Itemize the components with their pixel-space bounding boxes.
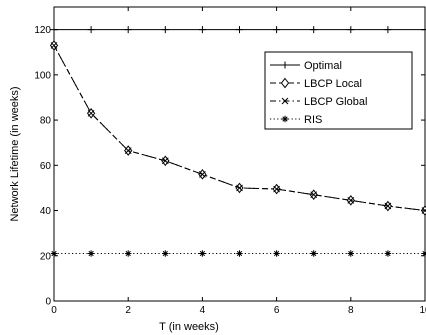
data-point	[236, 184, 243, 192]
legend: Optimal LBCP Local LBCP Global RIS	[264, 51, 413, 130]
legend-swatch-marker	[281, 115, 289, 123]
data-point	[421, 207, 426, 214]
data-point	[236, 250, 243, 257]
legend-entry: LBCP Local	[270, 77, 362, 90]
data-point	[347, 26, 355, 34]
x-tick-label: 10	[419, 305, 426, 316]
data-point	[310, 250, 317, 257]
data-point	[347, 197, 355, 204]
legend-swatch-marker	[281, 61, 289, 69]
y-axis-title: Network Lifetime (in weeks)	[9, 86, 21, 221]
series-layer	[49, 26, 426, 257]
data-point	[273, 26, 281, 34]
data-point	[124, 26, 132, 34]
series-optimal	[50, 26, 426, 34]
y-tick-label: 60	[40, 161, 52, 172]
legend-entry: LBCP Global	[270, 96, 367, 108]
legend-label: RIS	[304, 114, 322, 126]
x-tick-label: 0	[51, 305, 57, 316]
data-point	[199, 171, 206, 178]
x-tick-label: 4	[200, 305, 206, 316]
series-lbcp-global	[50, 42, 426, 214]
data-point	[161, 157, 169, 165]
y-tick-label: 100	[34, 70, 51, 81]
legend-label: Optimal	[304, 60, 342, 72]
x-tick-label: 8	[348, 305, 354, 316]
series-ris	[50, 250, 426, 257]
data-point	[50, 26, 58, 34]
legend-label: LBCP Global	[304, 96, 367, 108]
data-point	[87, 250, 95, 257]
data-point	[162, 250, 169, 257]
data-point	[199, 250, 206, 257]
x-tick-label: 6	[274, 305, 280, 316]
data-point	[310, 191, 318, 199]
data-point	[50, 42, 58, 49]
data-point	[347, 250, 354, 257]
data-point	[125, 250, 132, 257]
plot-frame	[53, 6, 426, 302]
x-axis-title: T (in weeks)	[159, 321, 219, 333]
y-tick-label: 0	[45, 297, 51, 308]
data-point	[50, 250, 58, 257]
legend-entry: RIS	[270, 114, 322, 126]
data-point	[384, 26, 392, 34]
data-point	[161, 26, 169, 34]
y-tick-label: 80	[40, 116, 52, 127]
legend-swatch-marker	[280, 77, 290, 89]
data-point	[384, 202, 392, 210]
data-point	[421, 26, 426, 34]
data-point	[310, 26, 318, 34]
data-point	[421, 250, 426, 257]
data-point	[124, 147, 132, 154]
y-tick-label: 120	[34, 25, 51, 36]
y-tick-label: 40	[40, 206, 52, 217]
data-point	[236, 26, 243, 34]
data-point	[87, 26, 95, 34]
data-point	[87, 109, 95, 117]
data-point	[273, 250, 280, 257]
data-point	[384, 250, 392, 257]
x-tick-label: 2	[125, 305, 131, 316]
legend-swatch-marker	[281, 97, 289, 105]
x-axis-ticks: 0 2 4 6 8 10	[51, 7, 426, 316]
data-point	[198, 26, 206, 34]
y-tick-label: 20	[40, 251, 52, 262]
legend-label: LBCP Local	[304, 78, 362, 90]
data-point	[273, 185, 280, 193]
legend-entry: Optimal	[270, 60, 342, 72]
y-axis-ticks: 0 20 40 60 80 100 120	[34, 25, 425, 308]
